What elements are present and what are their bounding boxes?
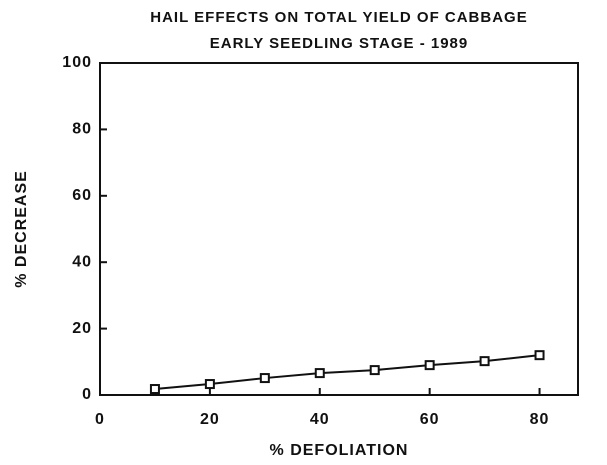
- marker: [534, 350, 545, 361]
- y-tick-label: 0: [82, 386, 92, 403]
- plot-frame: [99, 62, 579, 396]
- y-tick-label: 40: [72, 253, 92, 270]
- marker: [369, 365, 380, 376]
- chart-subtitle: EARLY SEEDLING STAGE - 1989: [210, 35, 468, 52]
- marker: [314, 368, 325, 379]
- y-tick-label: 100: [62, 54, 92, 71]
- x-tick-label: 20: [200, 411, 220, 428]
- y-tick-label: 20: [72, 320, 92, 337]
- x-tick-label: 40: [310, 411, 330, 428]
- y-axis-label: % DECREASE: [13, 170, 30, 288]
- marker: [259, 373, 270, 384]
- marker: [204, 379, 215, 390]
- series-line: [154, 354, 540, 391]
- chart-title: HAIL EFFECTS ON TOTAL YIELD OF CABBAGE: [150, 9, 527, 26]
- x-tick-label: 80: [530, 411, 550, 428]
- marker: [479, 356, 490, 367]
- marker: [149, 384, 160, 395]
- y-tick-label: 80: [72, 121, 92, 138]
- marker: [424, 360, 435, 371]
- x-tick-label: 60: [420, 411, 440, 428]
- y-tick-label: 60: [72, 187, 92, 204]
- x-tick-label: 0: [95, 411, 105, 428]
- x-axis-label: % DEFOLIATION: [270, 442, 409, 459]
